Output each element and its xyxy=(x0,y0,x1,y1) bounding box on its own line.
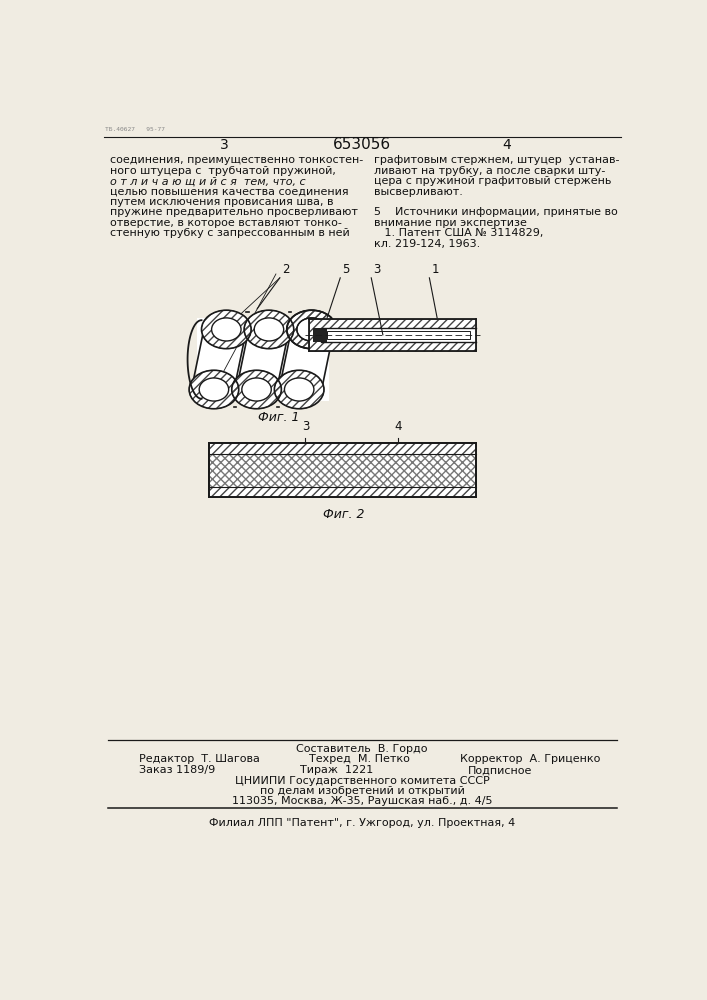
Bar xyxy=(321,328,476,342)
Text: 3: 3 xyxy=(220,138,228,152)
Text: Фиг. 1: Фиг. 1 xyxy=(257,411,299,424)
Text: Редактор  Т. Шагова: Редактор Т. Шагова xyxy=(139,754,259,764)
Bar xyxy=(209,443,476,454)
Text: пружине предварительно просверливают: пружине предварительно просверливают xyxy=(110,207,358,217)
Bar xyxy=(309,319,476,335)
Text: целью повышения качества соединения: целью повышения качества соединения xyxy=(110,187,349,197)
Text: 4: 4 xyxy=(503,138,511,152)
Bar xyxy=(197,318,329,401)
Text: 1: 1 xyxy=(432,263,439,276)
Ellipse shape xyxy=(201,310,251,349)
Text: Составитель  В. Гордо: Составитель В. Гордо xyxy=(296,744,428,754)
Text: о т л и ч а ю щ и й с я  тем, что, с: о т л и ч а ю щ и й с я тем, что, с xyxy=(110,176,305,186)
Text: высверливают.: высверливают. xyxy=(373,187,462,197)
Ellipse shape xyxy=(297,318,327,341)
Bar xyxy=(209,443,476,497)
Ellipse shape xyxy=(274,370,324,409)
Ellipse shape xyxy=(287,310,337,349)
Text: по делам изобретений и открытий: по делам изобретений и открытий xyxy=(259,786,464,796)
Text: отверстие, в которое вставляют тонко-: отверстие, в которое вставляют тонко- xyxy=(110,218,342,228)
Text: 5    Источники информации, принятые во: 5 Источники информации, принятые во xyxy=(373,207,617,217)
Ellipse shape xyxy=(244,310,293,349)
Text: путем исключения провисания шва, в: путем исключения провисания шва, в xyxy=(110,197,334,207)
Text: Техред  М. Петко: Техред М. Петко xyxy=(309,754,410,764)
Text: графитовым стержнем, штуцер  устанав-: графитовым стержнем, штуцер устанав- xyxy=(373,155,619,165)
Text: 5: 5 xyxy=(343,263,350,276)
Text: 3: 3 xyxy=(373,263,381,276)
Ellipse shape xyxy=(211,318,241,341)
Bar xyxy=(327,331,470,339)
Bar xyxy=(209,487,476,497)
Ellipse shape xyxy=(284,378,314,401)
Bar xyxy=(309,319,476,335)
Text: Подписное: Подписное xyxy=(468,765,532,775)
Text: ТБ.40627   95-77: ТБ.40627 95-77 xyxy=(105,127,165,132)
Text: Филиал ЛПП "Патент", г. Ужгород, ул. Проектная, 4: Филиал ЛПП "Патент", г. Ужгород, ул. Про… xyxy=(209,818,515,828)
Ellipse shape xyxy=(297,318,327,341)
Ellipse shape xyxy=(189,370,239,409)
Ellipse shape xyxy=(287,310,337,349)
Bar xyxy=(209,443,476,497)
Text: ливают на трубку, а после сварки шту-: ливают на трубку, а после сварки шту- xyxy=(373,166,605,176)
Bar xyxy=(313,328,327,342)
Text: 3: 3 xyxy=(302,420,309,433)
Bar xyxy=(209,487,476,497)
Ellipse shape xyxy=(242,378,271,401)
Text: кл. 219-124, 1963.: кл. 219-124, 1963. xyxy=(373,239,480,249)
Text: 4: 4 xyxy=(395,420,402,433)
Bar xyxy=(309,335,476,351)
Text: Тираж  1221: Тираж 1221 xyxy=(300,765,373,775)
Bar xyxy=(209,443,476,454)
Text: ного штуцера с  трубчатой пружиной,: ного штуцера с трубчатой пружиной, xyxy=(110,166,336,176)
Ellipse shape xyxy=(199,378,228,401)
Ellipse shape xyxy=(255,318,284,341)
Text: 2: 2 xyxy=(282,263,290,276)
Text: соединения, преимущественно тонкостен-: соединения, преимущественно тонкостен- xyxy=(110,155,363,165)
Text: 653056: 653056 xyxy=(333,137,391,152)
Text: цера с пружиной графитовый стержень: цера с пружиной графитовый стержень xyxy=(373,176,611,186)
Text: Корректор  А. Гриценко: Корректор А. Гриценко xyxy=(460,754,601,764)
Text: Фиг. 2: Фиг. 2 xyxy=(323,508,365,521)
Text: стенную трубку с запрессованным в ней: стенную трубку с запрессованным в ней xyxy=(110,228,350,238)
Text: внимание при экспертизе: внимание при экспертизе xyxy=(373,218,527,228)
Text: 113035, Москва, Ж-35, Раушская наб., д. 4/5: 113035, Москва, Ж-35, Раушская наб., д. … xyxy=(232,796,492,806)
Ellipse shape xyxy=(232,370,281,409)
Bar xyxy=(309,335,476,351)
Text: ЦНИИПИ Государственного комитета СССР: ЦНИИПИ Государственного комитета СССР xyxy=(235,776,489,786)
Text: 1. Патент США № 3114829,: 1. Патент США № 3114829, xyxy=(373,228,543,238)
Bar xyxy=(209,443,476,497)
Text: Заказ 1189/9: Заказ 1189/9 xyxy=(139,765,215,775)
